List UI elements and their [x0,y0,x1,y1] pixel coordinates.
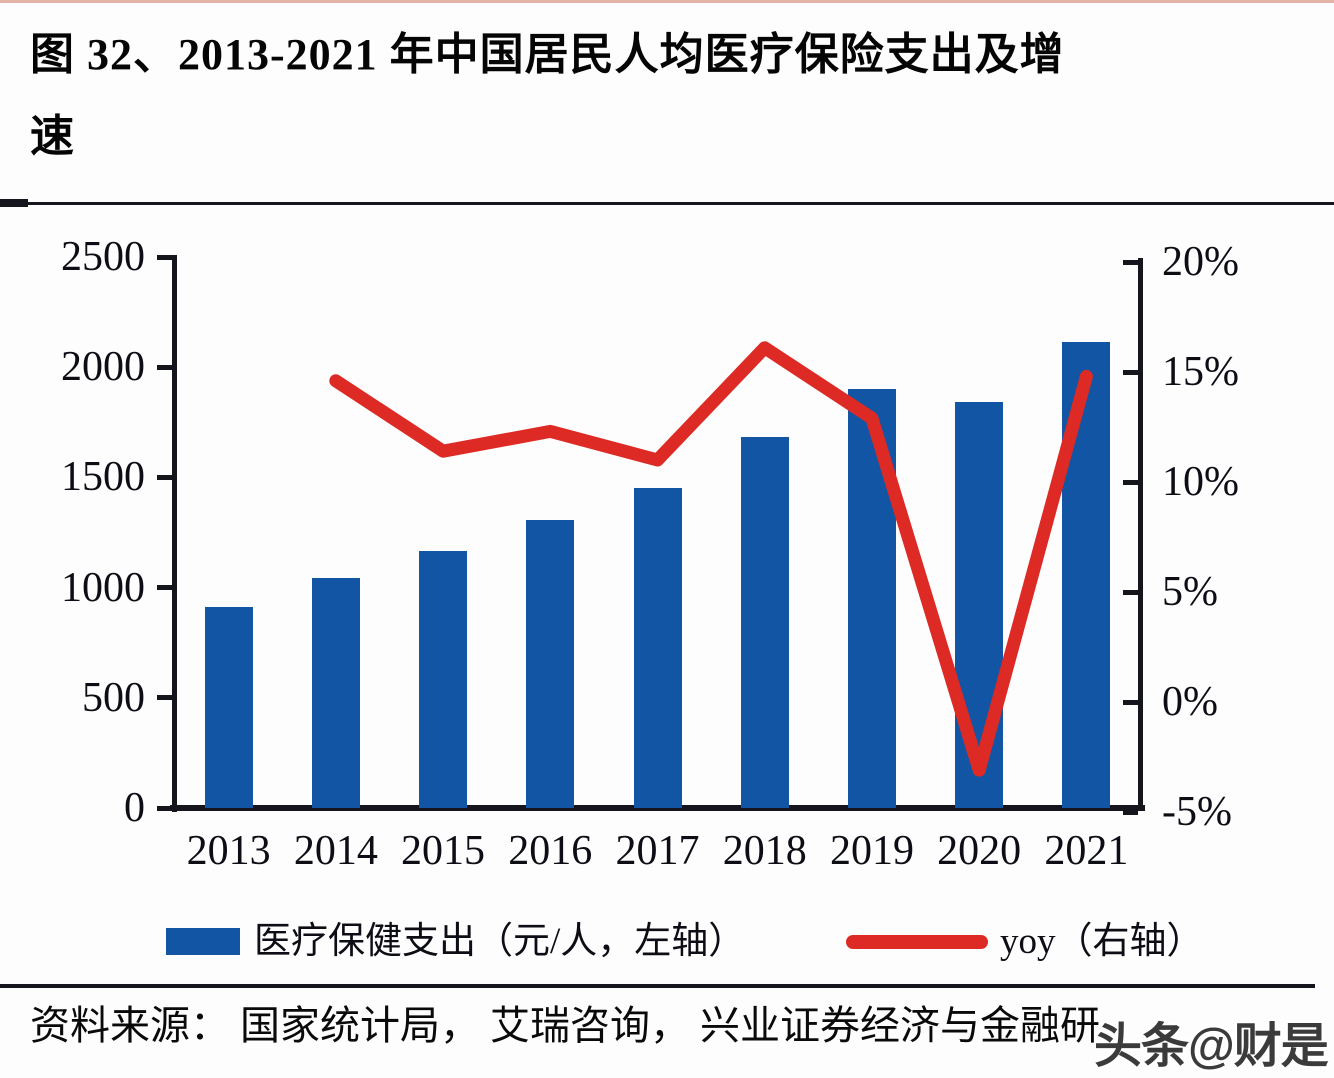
title-divider-rule [0,202,1334,205]
y-axis-left-tick [157,805,172,811]
chart-legend: 医疗保健支出（元/人，左轴） yoy（右轴） [0,908,1334,978]
y-axis-right-label: 0% [1162,679,1218,725]
y-axis-left-tick [157,474,172,480]
y-axis-right-tick [1123,479,1138,485]
x-axis-label: 2019 [829,828,914,874]
y-axis-right-tick [1123,369,1138,375]
y-axis-left-tick [157,585,172,591]
x-axis-label: 2020 [937,828,1022,874]
x-axis-label: 2017 [615,828,700,874]
bar-2013 [204,606,253,808]
y-axis-right-label: 10% [1162,459,1239,505]
y-axis-left-label: 2000 [61,344,145,391]
x-axis-label: 2021 [1044,828,1129,874]
bar-2018 [740,436,789,808]
x-axis-label: 2016 [508,828,593,874]
y-axis-left-label: 1500 [61,454,145,501]
footer-divider-rule [0,984,1315,988]
bar-2014 [311,577,360,808]
x-axis-label: 2018 [722,828,807,874]
figure-title-line-1: 图 32、2013-2021 年中国居民人均医疗保险支出及增 [30,30,1065,79]
y-axis-left-spine [172,255,177,812]
x-axis-label: 2015 [401,828,486,874]
bar-2017 [633,488,682,808]
y-axis-left-tick [157,364,172,370]
y-axis-right-label: 5% [1162,569,1218,615]
figure-title: 图 32、2013-2021 年中国居民人均医疗保险支出及增 速 [30,14,1320,178]
x-axis-label: 2013 [186,828,271,874]
y-axis-right-label: 20% [1162,239,1239,285]
y-axis-right-tick [1123,589,1138,595]
y-axis-left-label: 2500 [61,234,145,280]
y-axis-right-tick [1123,259,1138,265]
y-axis-left-label: 1000 [61,564,145,611]
legend-line-label: yoy（右轴） [1000,921,1204,962]
legend-bar-swatch [166,928,240,955]
bar-2020 [955,401,1004,808]
y-axis-right-label: -5% [1162,789,1232,835]
legend-line-swatch [846,935,988,949]
y-axis-right-tick [1123,809,1138,815]
bar-2015 [419,551,468,808]
y-axis-left-tick [157,254,172,260]
figure-title-line-2: 速 [30,112,75,161]
top-border-line [0,0,1334,3]
yoy-polyline [329,341,1093,777]
source-attribution: 资料来源： 国家统计局， 艾瑞咨询， 兴业证券经济与金融研 [30,1003,1100,1048]
x-axis-label: 2014 [293,828,378,874]
y-axis-left-tick [157,695,172,701]
y-axis-right-tick [1123,699,1138,705]
x-axis-spine [170,805,1145,811]
watermark-text: 头条@财是 [1094,1020,1329,1073]
y-axis-left-label: 500 [82,674,145,721]
title-divider-stub [0,199,28,207]
legend-bar-label: 医疗保健支出（元/人，左轴） [254,921,746,962]
bar-2016 [526,519,575,808]
y-axis-right-label: 15% [1162,349,1239,395]
y-axis-left-label: 0 [124,785,145,831]
y-axis-right-spine [1138,258,1143,811]
